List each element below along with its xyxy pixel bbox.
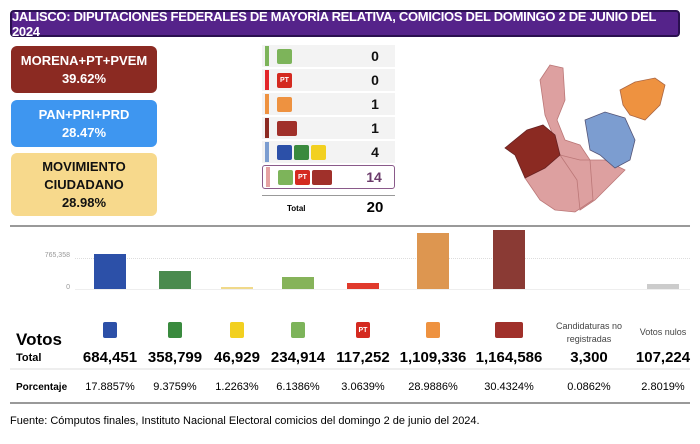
party-logo-mc-icon xyxy=(277,96,292,112)
seat-row: PT 0 xyxy=(262,69,395,91)
vote-total: 117,252 xyxy=(336,349,390,366)
coalition-pct: 39.62% xyxy=(61,70,107,86)
seat-color-bar xyxy=(265,46,269,66)
seat-color-bar xyxy=(265,142,269,162)
seat-row: 4 xyxy=(262,141,395,163)
y-tick-label: 765,358 xyxy=(44,252,70,259)
vote-percentage: 2.8019% xyxy=(641,381,685,393)
seat-color-bar xyxy=(266,167,270,187)
party-logo-pri-icon xyxy=(168,322,182,338)
total-label: Total xyxy=(16,352,42,364)
seat-count: 1 xyxy=(371,120,379,136)
party-logo-morena-icon xyxy=(277,120,297,136)
seat-row: 1 xyxy=(262,117,395,139)
party-logo-pt-icon: PT xyxy=(356,322,370,338)
bar-morena xyxy=(493,230,525,289)
vote-total: 1,109,336 xyxy=(399,349,467,366)
jalisco-map xyxy=(504,64,666,213)
bar-pvem xyxy=(282,277,314,289)
vote-percentage: 28.9886% xyxy=(408,381,458,393)
map-region-pan-pri-prd xyxy=(584,111,636,169)
vote-total: 1,164,586 xyxy=(475,349,543,366)
party-logo-prd-icon xyxy=(230,322,244,338)
baseline xyxy=(75,289,690,290)
coalition-name: PAN+PRI+PRD xyxy=(38,106,130,122)
seat-count: 0 xyxy=(371,48,379,64)
seats-total: 20 xyxy=(366,199,384,216)
seat-color-bar xyxy=(265,118,269,138)
vote-percentage: 9.3759% xyxy=(153,381,197,393)
party-logo-verde-icon xyxy=(291,322,305,338)
seat-row: 1 xyxy=(262,93,395,115)
chart-top-border xyxy=(10,225,690,227)
gridline xyxy=(75,258,690,259)
coalition-pct: 28.98% xyxy=(61,194,107,210)
seat-row: 0 xyxy=(262,45,395,67)
bar-pri xyxy=(159,270,191,289)
party-logo-pt-icon: PT xyxy=(295,169,310,185)
bar-mc xyxy=(417,232,449,289)
party-logo-pan-icon xyxy=(277,144,292,160)
vote-percentage: 30.4324% xyxy=(484,381,534,393)
coalition-mc: MOVIMIENTO CIUDADANO 28.98% xyxy=(11,153,157,216)
porcentaje-label: Porcentaje xyxy=(16,382,68,393)
bar-pan xyxy=(94,254,126,289)
bar-pt xyxy=(347,283,379,289)
vote-percentage: 0.0862% xyxy=(567,381,611,393)
bar-votos-nulos xyxy=(647,283,679,289)
map-region-mc xyxy=(619,77,666,121)
party-logo-pt-icon: PT xyxy=(277,72,292,88)
coalition-name: MOVIMIENTO CIUDADANO xyxy=(42,158,126,192)
vote-total: 358,799 xyxy=(147,349,203,366)
y-tick-label: 0 xyxy=(66,284,70,291)
coalition-pct: 28.47% xyxy=(61,124,107,140)
seat-count: 4 xyxy=(371,144,379,160)
bar-prd xyxy=(221,286,253,289)
party-logo-verde-icon xyxy=(278,169,293,185)
votos-nulos-label: Votos nulos xyxy=(639,327,687,337)
vote-total: 684,451 xyxy=(82,349,138,366)
vote-percentage: 6.1386% xyxy=(276,381,320,393)
vote-total: 234,914 xyxy=(270,349,326,366)
source-note: Fuente: Cómputos finales, Instituto Naci… xyxy=(10,415,480,427)
candidaturas-label: Candidaturas no registradas xyxy=(555,321,623,344)
seats-total-label: Total xyxy=(287,204,306,213)
seat-row: PT 14 xyxy=(262,165,395,189)
table-divider xyxy=(10,368,690,370)
vote-total: 3,300 xyxy=(570,349,608,366)
party-logo-pan-icon xyxy=(103,322,117,338)
vote-percentage: 3.0639% xyxy=(341,381,385,393)
table-bottom-border xyxy=(10,402,690,404)
party-logo-verde-icon xyxy=(277,48,292,64)
seat-count: 0 xyxy=(371,72,379,88)
vote-total: 107,224 xyxy=(635,349,691,366)
vote-total: 46,929 xyxy=(214,349,260,366)
seat-color-bar xyxy=(265,94,269,114)
vote-percentage: 17.8857% xyxy=(85,381,135,393)
seat-count: 14 xyxy=(366,169,382,185)
seats-divider xyxy=(262,195,395,196)
party-logo-morena-icon xyxy=(495,322,523,338)
party-logo-mc-icon xyxy=(426,322,440,338)
coalition-name: MORENA+PT+PVEM xyxy=(20,52,148,68)
party-logo-pri-icon xyxy=(294,144,309,160)
seat-count: 1 xyxy=(371,96,379,112)
coalition-pan-pri-prd: PAN+PRI+PRD 28.47% xyxy=(11,100,157,147)
vote-percentage: 1.2263% xyxy=(215,381,259,393)
coalition-morena-pt-pvem: MORENA+PT+PVEM 39.62% xyxy=(11,46,157,93)
votos-label: Votos xyxy=(16,330,62,349)
party-logo-morena-icon xyxy=(312,169,332,185)
map-region-morena xyxy=(504,124,561,179)
seat-color-bar xyxy=(265,70,269,90)
party-logo-prd-icon xyxy=(311,144,326,160)
page-title: JALISCO: DIPUTACIONES FEDERALES DE MAYOR… xyxy=(10,9,680,39)
